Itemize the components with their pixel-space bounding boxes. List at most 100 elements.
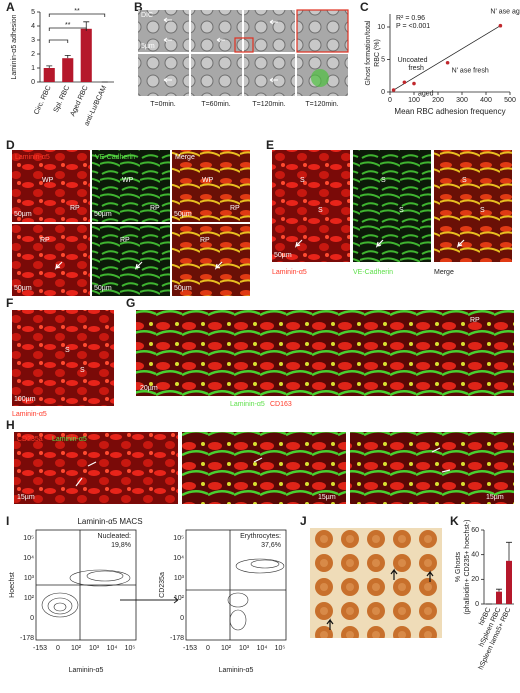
y-tick-label: 10² [24, 595, 35, 602]
region-label: S [381, 177, 386, 184]
error-bar [496, 588, 502, 592]
image [172, 150, 250, 222]
panel-letter: B [134, 0, 143, 14]
error-bar [64, 55, 71, 59]
label: DIC [141, 12, 153, 19]
x-tick-label: 0 [56, 645, 60, 652]
point-label: aged [418, 90, 434, 97]
x-tick-label: 500 [504, 97, 516, 104]
y-tick-label: 10 [377, 24, 385, 31]
scale-label: 15µm [486, 494, 504, 501]
panel-e: S S S S S S 50µm Laminin-α5 VE-Cadherin … [272, 150, 512, 276]
x-axis-title: Mean RBC adhesion frequency [394, 107, 505, 116]
x-tick-label: 10⁵ [275, 645, 286, 652]
bar [80, 28, 92, 82]
dic-image [138, 10, 189, 52]
y-tick-label: 5 [31, 9, 35, 16]
point [498, 23, 503, 28]
scale-label: 50µm [274, 252, 292, 259]
panel-d: Laminin-α5 VE-Cadherin Merge WP WP WP RP… [12, 150, 250, 296]
x-tick-label: 10³ [239, 645, 250, 652]
panel-letter: E [266, 138, 274, 152]
scale-label: 50µm [94, 285, 112, 292]
y-axis-title: CD235a [159, 572, 166, 598]
scale-label: 5µm [141, 43, 155, 50]
y-tick-label: 20 [471, 576, 479, 583]
region-label: RP [40, 237, 50, 244]
point-label: N' ase fresh [452, 68, 489, 75]
y-tick-label: 10⁴ [23, 555, 34, 562]
region-label: RP [230, 205, 240, 212]
image [350, 432, 514, 504]
point [412, 81, 416, 86]
region-label: S [480, 207, 485, 214]
smear-image [310, 528, 442, 638]
significance-label: ** [74, 8, 80, 15]
panel-b: DIC 5µm T=0min. T=60min. T=120min. T=120… [138, 9, 349, 108]
channel-label: CD235a [17, 436, 43, 443]
gate-label: Erythrocytes: [240, 533, 281, 540]
y-tick-label: 10⁵ [23, 535, 34, 542]
y-tick-label: 5 [381, 56, 385, 63]
gate-label: Nucleated: [98, 533, 132, 540]
y-tick-label: 2 [31, 51, 35, 58]
x-tick-label: 400 [480, 97, 492, 104]
trend-line [393, 25, 501, 91]
x-tick-label: Spl. RBC [53, 85, 72, 114]
bar [506, 560, 512, 604]
scale-label: 15µm [318, 494, 336, 501]
y-tick-label: 3 [31, 37, 35, 44]
panel-f: S S 100µm Laminin-α5 [12, 310, 114, 418]
image [136, 310, 514, 396]
gate-value: 19,8% [111, 542, 131, 549]
x-tick-label: -153 [33, 645, 47, 652]
x-tick-label: 10⁵ [125, 645, 136, 652]
channel-label: Merge [175, 154, 195, 161]
bar [62, 58, 74, 82]
scale-label: 50µm [14, 211, 32, 218]
panel-h: CD235a Laminin-α5 15µm 15µm 15µm [14, 432, 514, 504]
channel-label: CD163 [270, 401, 292, 408]
significance-label: ** [65, 22, 71, 29]
channel-label: VE-Cadherin [353, 269, 393, 276]
y-axis-title: % Ghosts [455, 551, 462, 582]
x-tick-label: 10⁴ [257, 645, 268, 652]
time-label: T=0min. [150, 101, 176, 108]
panel-j [310, 528, 442, 638]
region-label: S [300, 177, 305, 184]
x-tick-label: Aged RBC [69, 85, 89, 118]
error-bar [506, 541, 512, 561]
point-label: N' ase aged [490, 9, 520, 16]
time-label: T=120min. [305, 101, 338, 108]
y-tick-label: 1 [31, 65, 35, 72]
image [182, 432, 346, 504]
image [272, 150, 350, 262]
arrows [75, 447, 451, 487]
x-tick-label: 10⁴ [107, 645, 118, 652]
scale-label: 15µm [17, 494, 35, 501]
panel-i: Laminin-α5 MACS Nucleated: 19,8% Erythro… [9, 517, 287, 674]
time-label: T=60min. [201, 101, 230, 108]
significance-bracket [48, 27, 87, 31]
x-axis-title: Laminin-α5 [69, 667, 104, 674]
y-tick-label: 0 [475, 601, 479, 608]
region-label: S [65, 347, 70, 354]
x-tick-label: Circ. RBC [33, 85, 52, 116]
bar [43, 68, 55, 82]
panel-letter: I [6, 514, 9, 528]
flow-title: Laminin-α5 MACS [77, 517, 142, 526]
image [12, 224, 90, 296]
scale-label: 20µm [140, 385, 158, 392]
fluorescence [311, 69, 329, 87]
panel-letter: C [360, 0, 369, 14]
region-label: WP [122, 177, 134, 184]
region-label: RP [200, 237, 210, 244]
region-label: RP [150, 205, 160, 212]
dic-image [191, 54, 242, 96]
y-axis-title: Ghost formation/total [365, 20, 372, 85]
region-label: RP [470, 317, 480, 324]
panel-letter: H [6, 418, 15, 432]
y-tick-label: 0 [31, 79, 35, 86]
y-tick-label: 40 [471, 552, 479, 559]
region-label: WP [42, 177, 54, 184]
